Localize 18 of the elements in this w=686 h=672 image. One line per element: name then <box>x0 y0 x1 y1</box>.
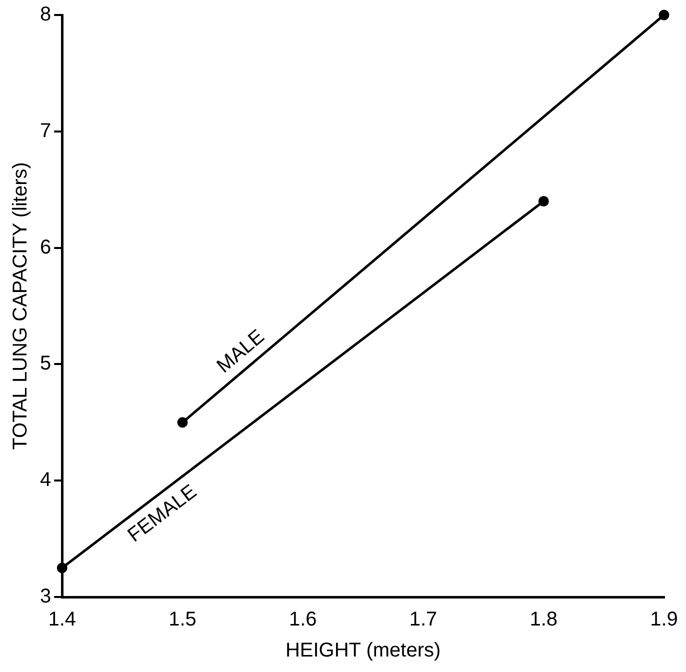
point <box>658 10 670 20</box>
point <box>177 417 188 428</box>
x-tick-label: 1.4 <box>48 608 76 631</box>
x-axis-title: HEIGHT (meters) <box>285 640 441 662</box>
y-tick-label: 5 <box>40 352 52 375</box>
y-axis-title: TOTAL LUNG CAPACITY (liters) <box>10 162 32 450</box>
x-tick-label: 1.7 <box>409 608 438 631</box>
y-tick-label: 4 <box>40 469 52 492</box>
point <box>538 196 549 206</box>
y-tick-label: 8 <box>40 4 52 26</box>
y-tick-label: 3 <box>40 586 52 608</box>
x-tick-label: 1.8 <box>530 608 558 631</box>
y-tick-label: 7 <box>40 120 52 142</box>
y-tick-label: 6 <box>40 236 52 258</box>
x-tick-label: 1.5 <box>168 608 196 631</box>
x-tick-label: 1.6 <box>288 608 317 631</box>
x-tick-label: 1.9 <box>650 608 678 631</box>
point <box>56 562 68 574</box>
